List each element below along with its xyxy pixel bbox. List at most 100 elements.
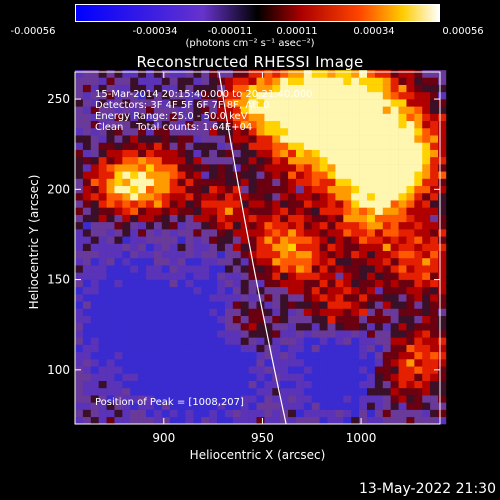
heatmap-cell — [98, 330, 107, 338]
heatmap-cell — [232, 265, 242, 273]
heatmap-cell — [367, 99, 376, 107]
heatmap-cell — [75, 171, 84, 179]
heatmap-cell — [82, 243, 92, 252]
heatmap-cell — [209, 257, 218, 266]
heatmap-cell — [193, 127, 202, 136]
heatmap-cell — [193, 373, 202, 381]
heatmap-cell — [209, 250, 218, 259]
heatmap-cell — [217, 149, 226, 158]
heatmap-cell — [406, 351, 415, 360]
heatmap-cell — [114, 351, 123, 360]
heatmap-cell — [169, 200, 178, 208]
heatmap-cell — [232, 178, 242, 187]
heatmap-cell — [224, 229, 234, 237]
heatmap-cell — [319, 344, 328, 353]
heatmap-cell — [193, 207, 202, 215]
heatmap-cell — [295, 395, 305, 403]
heatmap-cell — [280, 127, 289, 136]
date-stamp: 13-May-2022 21:30 — [358, 481, 496, 497]
heatmap-cell — [367, 308, 376, 316]
heatmap-cell — [106, 286, 115, 295]
heatmap-cell — [382, 236, 391, 244]
heatmap-cell — [130, 127, 139, 136]
heatmap-cell — [82, 250, 92, 259]
heatmap-cell — [367, 272, 376, 280]
heatmap-cell — [327, 294, 336, 302]
heatmap-cell — [256, 366, 265, 374]
heatmap-cell — [303, 236, 313, 244]
heatmap-cell — [138, 113, 147, 122]
heatmap-cell — [146, 200, 155, 208]
heatmap-cell — [209, 236, 218, 244]
heatmap-cell — [256, 265, 265, 273]
heatmap-cell — [303, 366, 313, 374]
heatmap-cell — [422, 135, 431, 143]
heatmap-cell — [438, 84, 447, 93]
heatmap-cell — [106, 257, 115, 266]
heatmap-cell — [130, 416, 139, 425]
heatmap-cell — [169, 286, 178, 295]
heatmap-cell — [153, 70, 163, 78]
heatmap-cell — [374, 214, 384, 223]
heatmap-cell — [390, 279, 399, 288]
heatmap-cell — [414, 192, 423, 201]
heatmap-cell — [382, 387, 391, 396]
heatmap-cell — [327, 387, 336, 396]
heatmap-cell — [359, 380, 368, 389]
heatmap-cell — [114, 207, 123, 215]
heatmap-cell — [82, 164, 92, 172]
heatmap-cell — [209, 337, 218, 345]
heatmap-cell — [177, 308, 186, 316]
heatmap-cell — [422, 387, 431, 396]
heatmap-cell — [327, 344, 336, 353]
heatmap-cell — [201, 395, 210, 403]
heatmap-cell — [438, 229, 447, 237]
heatmap-cell — [240, 149, 249, 158]
heatmap-cell — [153, 120, 163, 129]
heatmap-cell — [359, 135, 368, 143]
heatmap-cell — [146, 70, 155, 78]
heatmap-cell — [82, 77, 92, 85]
heatmap-cell — [193, 402, 202, 410]
heatmap-cell — [359, 257, 368, 266]
heatmap-cell — [398, 272, 407, 280]
heatmap-cell — [161, 286, 170, 295]
heatmap-cell — [153, 99, 163, 107]
heatmap-cell — [82, 322, 92, 331]
heatmap-cell — [193, 315, 202, 324]
heatmap-cell — [319, 113, 328, 122]
heatmap-cell — [272, 294, 281, 302]
heatmap-cell — [374, 366, 384, 374]
heatmap-cell — [240, 416, 249, 425]
heatmap-cell — [319, 250, 328, 259]
heatmap-cell — [201, 315, 210, 324]
heatmap-cell — [303, 330, 313, 338]
heatmap-cell — [106, 359, 115, 367]
heatmap-cell — [75, 250, 84, 259]
heatmap-cell — [90, 337, 99, 345]
heatmap-cell — [414, 373, 423, 381]
heatmap-cell — [75, 416, 84, 425]
heatmap-cell — [130, 84, 139, 93]
heatmap-cell — [295, 322, 305, 331]
heatmap-cell — [335, 373, 344, 381]
heatmap-cell — [146, 113, 155, 122]
heatmap-cell — [209, 351, 218, 360]
heatmap-cell — [248, 221, 257, 230]
heatmap-cell — [374, 113, 384, 122]
heatmap-cell — [351, 142, 360, 150]
heatmap-cell — [382, 286, 391, 295]
heatmap-cell — [351, 207, 360, 215]
heatmap-cell — [138, 337, 147, 345]
heatmap-cell — [169, 171, 178, 179]
heatmap-cell — [430, 221, 439, 230]
heatmap-cell — [153, 229, 163, 237]
heatmap-cell — [374, 416, 384, 425]
heatmap-cell — [406, 409, 415, 418]
heatmap-cell — [146, 315, 155, 324]
heatmap-cell — [303, 135, 313, 143]
heatmap-cell — [224, 156, 234, 165]
heatmap-cell — [232, 149, 242, 158]
heatmap-cell — [327, 185, 336, 194]
heatmap-cell — [430, 301, 439, 309]
